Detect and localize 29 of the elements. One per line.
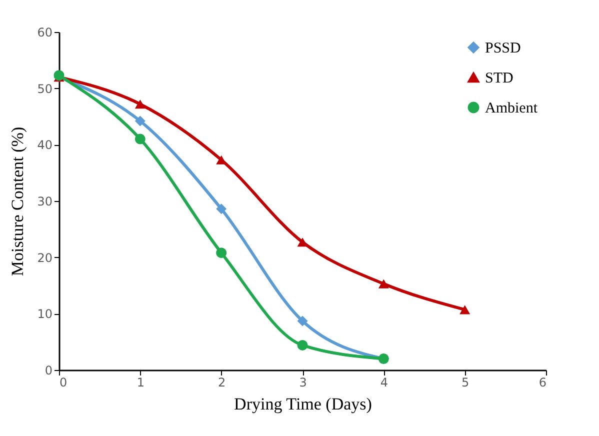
x-tick-label: 0 — [60, 376, 68, 390]
y-tick-label: 0 — [44, 364, 52, 378]
y-tick-label: 30 — [37, 194, 52, 208]
legend-label: PSSD — [485, 40, 522, 56]
y-tick-label: 50 — [37, 82, 52, 96]
point — [378, 279, 389, 288]
point — [297, 340, 308, 350]
legend-label: Ambient — [485, 100, 538, 116]
x-tick-label: 1 — [136, 376, 144, 390]
y-axis-title: Moisture Content (%) — [8, 126, 28, 276]
point — [134, 100, 146, 109]
x-tick-label: 6 — [538, 376, 546, 390]
x-tick-label: 5 — [462, 376, 470, 390]
point — [216, 248, 227, 258]
point — [297, 316, 308, 326]
legend-label: STD — [485, 70, 514, 86]
point — [134, 116, 146, 126]
x-tick-label: 2 — [218, 376, 226, 390]
y-tick-label: 40 — [37, 138, 52, 152]
x-tick-label: 3 — [299, 376, 307, 390]
x-axis-title: Drying Time (Days) — [234, 394, 372, 414]
y-tick-label: 20 — [37, 250, 52, 265]
point — [297, 238, 308, 247]
y-tick-label: 10 — [37, 307, 52, 322]
point — [460, 305, 470, 314]
point — [134, 134, 146, 144]
y-tick-label: 60 — [37, 26, 52, 40]
x-tick-label: 4 — [380, 376, 388, 390]
point — [216, 204, 227, 214]
